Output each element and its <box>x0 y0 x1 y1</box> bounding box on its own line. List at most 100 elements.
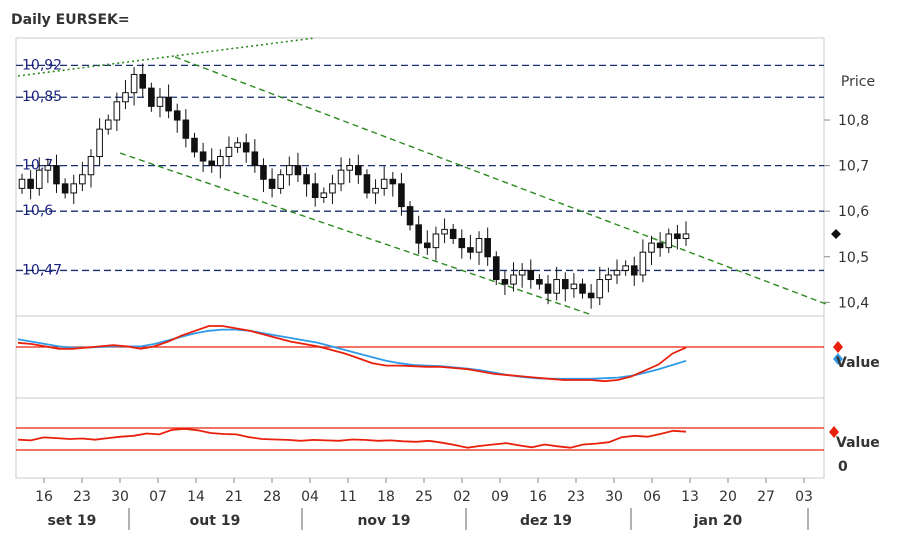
candle-body <box>406 206 414 226</box>
dotted-trend-line <box>17 37 316 77</box>
candle-body <box>639 251 647 276</box>
candle-body <box>70 183 78 194</box>
candle-body <box>277 174 285 189</box>
candle-body <box>104 119 112 130</box>
price-axis-label: Price <box>841 74 875 90</box>
candle-body <box>501 279 509 285</box>
candle-body <box>561 279 569 290</box>
day-tick-label: 23 <box>567 489 585 505</box>
candle-body <box>61 183 69 194</box>
candle-body <box>53 165 60 185</box>
day-tick-label: 30 <box>111 489 129 505</box>
candle-body <box>570 283 578 290</box>
panel1-blue-line <box>17 328 687 380</box>
candle-body <box>156 96 164 107</box>
chart-frame <box>15 37 825 479</box>
panel2-red-line <box>17 427 687 449</box>
candle-body <box>458 238 466 249</box>
candle-body <box>613 269 621 276</box>
candle-body <box>605 274 612 281</box>
day-tick-label: 20 <box>719 489 737 505</box>
day-tick-label: 28 <box>263 489 281 505</box>
candle-body <box>225 146 233 157</box>
candle-body <box>217 155 224 167</box>
candle-body <box>260 165 267 180</box>
candle-body <box>536 279 543 285</box>
candle-body <box>35 169 43 189</box>
time-axis: 16 23 30 07 14 21 28 04 11 18 25 02 09 16 23 30 06 13 20 27… <box>35 478 813 530</box>
candle-body <box>596 279 604 299</box>
day-tick-label: 16 <box>529 489 547 505</box>
level-label: 10,6 <box>22 203 53 219</box>
level-label: 10,47 <box>22 262 62 278</box>
candle-body <box>363 174 371 194</box>
indicator-panel-2 <box>16 426 839 451</box>
price-axis: 10,8 10,7 10,6 10,5 10,4 <box>824 113 869 311</box>
candle-body <box>251 151 259 167</box>
candle-body <box>475 238 483 253</box>
price-tick-label: 10,6 <box>838 204 869 220</box>
candle-body <box>130 73 138 94</box>
level-label: 10,85 <box>22 89 62 105</box>
price-tick-label: 10,8 <box>838 113 869 129</box>
candle-body <box>286 165 293 176</box>
day-tick-label: 18 <box>377 489 395 505</box>
panel1-blue-marker <box>833 353 843 365</box>
candle-body <box>648 242 655 253</box>
candle-body <box>208 160 216 167</box>
day-tick-label: 27 <box>757 489 775 505</box>
month-label: jan 20 <box>693 513 743 529</box>
candle-body <box>441 228 448 235</box>
candle-body <box>355 165 362 176</box>
day-tick-label: 16 <box>35 489 53 505</box>
day-tick-label: 25 <box>415 489 433 505</box>
candle-body <box>656 242 664 249</box>
day-tick-label: 04 <box>301 489 319 505</box>
candle-body <box>579 283 586 294</box>
level-label: 10,92 <box>22 57 62 73</box>
candle-body <box>191 137 198 153</box>
candle-body <box>242 142 250 153</box>
candle-body <box>518 269 526 276</box>
day-tick-label: 13 <box>681 489 699 505</box>
candle-body <box>320 192 328 199</box>
candle-body <box>87 155 95 176</box>
day-tick-label: 07 <box>149 489 167 505</box>
candle-body <box>79 174 86 185</box>
price-tick-label: 10,5 <box>838 250 869 266</box>
day-tick-label: 21 <box>225 489 243 505</box>
candle-body <box>449 228 457 240</box>
candle-body <box>544 283 552 294</box>
candle-body <box>148 87 155 107</box>
candle-body <box>415 224 422 244</box>
candle-body <box>311 183 319 199</box>
chart-title: Daily EURSEK= <box>11 12 130 28</box>
candle-body <box>173 110 181 121</box>
candle-body <box>467 247 474 253</box>
month-label: dez 19 <box>520 513 572 529</box>
candle-body <box>682 233 690 240</box>
last-price-marker <box>831 228 841 239</box>
indicator-panel-1 <box>16 325 843 383</box>
candle-body <box>553 279 560 294</box>
candle-body <box>337 169 345 185</box>
candle-body <box>492 256 500 281</box>
price-tick-label: 10,7 <box>838 159 869 175</box>
day-tick-label: 11 <box>339 489 357 505</box>
candle-body <box>27 178 34 189</box>
candle-body <box>294 165 302 176</box>
lower-trend-line <box>119 152 593 316</box>
upper-trend-line <box>174 56 827 305</box>
trend-lines <box>17 37 827 316</box>
day-tick-label: 09 <box>491 489 509 505</box>
candle-body <box>96 128 103 157</box>
candle-body <box>329 183 336 194</box>
candle-body <box>44 165 52 171</box>
candle-body <box>113 101 121 121</box>
candle-body <box>587 292 595 299</box>
candle-body <box>389 178 397 185</box>
price-tick-label: 10,4 <box>838 295 869 311</box>
candle-body <box>484 238 491 258</box>
panel2-red-marker <box>829 426 839 438</box>
